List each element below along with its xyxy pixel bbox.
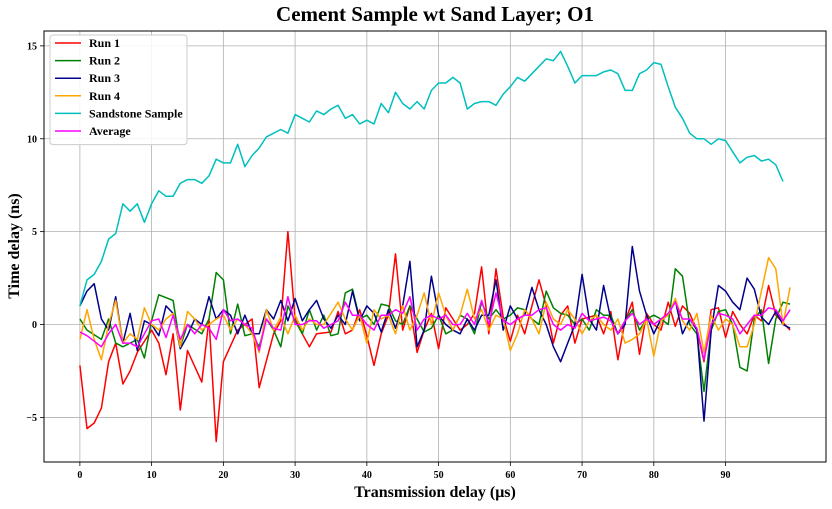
legend: Run 1 Run 2 Run 3 Run 4 Sandstone Sample Aver… bbox=[49, 34, 188, 146]
series-line-run-2 bbox=[79, 268, 791, 393]
legend-label: Average bbox=[89, 124, 131, 138]
x-tick-label: 40 bbox=[362, 470, 372, 481]
legend-label: Run 2 bbox=[89, 54, 120, 68]
plot-frame bbox=[43, 30, 827, 463]
x-tick-label: 30 bbox=[290, 470, 300, 481]
x-tick-label: 70 bbox=[577, 470, 587, 481]
chart-title: Cement Sample wt Sand Layer; O1 bbox=[276, 2, 594, 26]
x-tick-label: 60 bbox=[505, 470, 515, 481]
series-line-sandstone-sample bbox=[79, 50, 784, 307]
y-tick-label: 10 bbox=[27, 134, 37, 145]
grid bbox=[44, 31, 826, 462]
y-axis-label: Time delay (ns) bbox=[6, 193, 23, 298]
x-tick-label: 0 bbox=[77, 470, 82, 481]
y-tick-label: 15 bbox=[27, 41, 37, 52]
x-tick-label: 80 bbox=[649, 470, 659, 481]
legend-label: Run 1 bbox=[89, 36, 120, 50]
y-tick-label: −5 bbox=[26, 413, 37, 424]
y-tick-label: 0 bbox=[32, 320, 37, 331]
legend-box bbox=[49, 34, 188, 146]
series-line-average bbox=[79, 292, 791, 361]
x-axis-label: Transmission delay (μs) bbox=[354, 484, 516, 501]
x-axis: 0 10 20 30 40 50 60 70 80 90 bbox=[77, 462, 731, 481]
y-tick-label: 5 bbox=[32, 227, 37, 238]
x-tick-label: 10 bbox=[147, 470, 157, 481]
x-tick-label: 90 bbox=[721, 470, 731, 481]
x-tick-label: 50 bbox=[434, 470, 444, 481]
legend-label: Run 3 bbox=[89, 71, 120, 85]
legend-label: Run 4 bbox=[89, 89, 120, 103]
x-tick-label: 20 bbox=[218, 470, 228, 481]
series-layer bbox=[79, 50, 791, 443]
legend-label: Sandstone Sample bbox=[89, 106, 183, 120]
y-axis: −5 0 5 10 15 bbox=[26, 41, 44, 424]
